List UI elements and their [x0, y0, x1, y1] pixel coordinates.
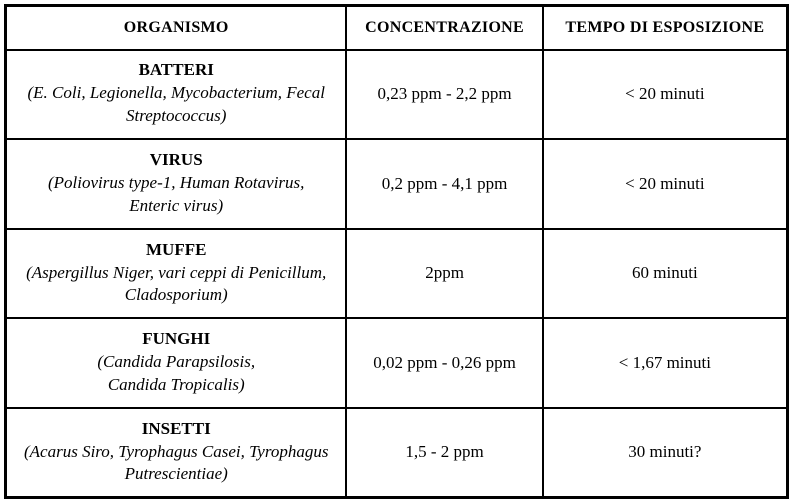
disinfection-efficacy-table: ORGANISMO CONCENTRAZIONE TEMPO DI ESPOSI…: [4, 4, 789, 499]
organism-cell: MUFFE (Aspergillus Niger, vari ceppi di …: [4, 227, 348, 320]
table-row-batteri: BATTERI (E. Coli, Legionella, Mycobacter…: [4, 48, 789, 141]
header-row: ORGANISMO CONCENTRAZIONE TEMPO DI ESPOSI…: [4, 4, 789, 51]
organism-species: (Acarus Siro, Tyrophagus Casei, Tyrophag…: [24, 441, 329, 484]
table-row-muffe: MUFFE (Aspergillus Niger, vari ceppi di …: [4, 227, 789, 320]
organism-cell: BATTERI (E. Coli, Legionella, Mycobacter…: [4, 48, 348, 141]
concentration-cell: 1,5 - 2 ppm: [345, 406, 544, 499]
exposure-time-cell: < 1,67 minuti: [541, 317, 789, 409]
table-row-funghi: FUNGHI (Candida Parapsilosis, Candida Tr…: [4, 317, 789, 409]
organism-name: FUNGHI: [142, 329, 211, 349]
exposure-time-cell: 30 minuti?: [541, 406, 789, 499]
column-header-organismo: ORGANISMO: [4, 4, 348, 51]
organism-name: BATTERI: [138, 60, 214, 80]
organism-cell: INSETTI (Acarus Siro, Tyrophagus Casei, …: [4, 406, 348, 499]
exposure-time-cell: < 20 minuti: [541, 48, 789, 141]
organism-name: MUFFE: [146, 239, 207, 259]
organism-name: VIRUS: [149, 149, 203, 169]
column-header-concentrazione: CONCENTRAZIONE: [345, 4, 544, 51]
concentration-cell: 0,23 ppm - 2,2 ppm: [345, 48, 544, 141]
exposure-time-cell: 60 minuti: [541, 227, 789, 320]
organism-species: (Aspergillus Niger, vari ceppi di Penici…: [26, 262, 327, 305]
column-header-tempo-di-esposizione: TEMPO DI ESPOSIZIONE: [541, 4, 789, 51]
organism-name: INSETTI: [141, 418, 211, 438]
table-row-insetti: INSETTI (Acarus Siro, Tyrophagus Casei, …: [4, 406, 789, 499]
organism-cell: VIRUS (Poliovirus type-1, Human Rotaviru…: [4, 138, 348, 230]
concentration-cell: 2ppm: [345, 227, 544, 320]
organism-species: (Candida Parapsilosis, Candida Tropicali…: [97, 352, 256, 395]
organism-species: (E. Coli, Legionella, Mycobacterium, Fec…: [27, 83, 325, 126]
concentration-cell: 0,2 ppm - 4,1 ppm: [345, 138, 544, 230]
table-row-virus: VIRUS (Poliovirus type-1, Human Rotaviru…: [4, 138, 789, 230]
organism-species: (Poliovirus type-1, Human Rotavirus, Ent…: [48, 172, 305, 215]
concentration-cell: 0,02 ppm - 0,26 ppm: [345, 317, 544, 409]
exposure-time-cell: < 20 minuti: [541, 138, 789, 230]
organism-cell: FUNGHI (Candida Parapsilosis, Candida Tr…: [4, 317, 348, 409]
